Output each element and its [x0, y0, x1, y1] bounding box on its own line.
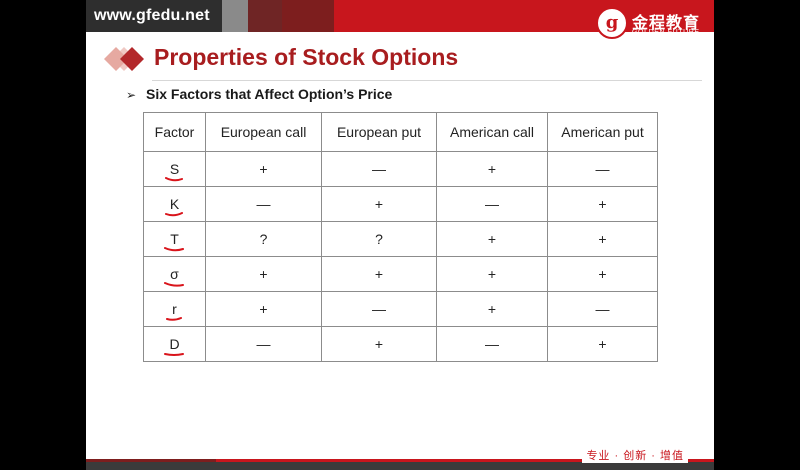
factor-symbol: K — [169, 196, 180, 212]
table-cell: + — [321, 256, 437, 292]
factor-cell: r — [143, 291, 206, 327]
table-cell: — — [436, 186, 548, 222]
banner-segment — [86, 0, 222, 32]
footer-slogan: 专业 · 创新 · 增值 — [582, 447, 688, 463]
title-divider — [152, 80, 702, 81]
table-cell: + — [205, 291, 322, 327]
table-row: S + — + — — [143, 151, 658, 187]
table-row: r + — + — — [143, 291, 658, 327]
table-cell: ? — [205, 221, 322, 257]
factor-symbol: D — [169, 336, 180, 352]
footer-accent-segment — [86, 459, 216, 462]
red-underline-icon — [164, 282, 184, 287]
factor-cell: K — [143, 186, 206, 222]
slide: www.gfedu.net g 金程教育 GOLDEN FUTURE Prope… — [86, 0, 714, 470]
bullet-arrow-icon: ➢ — [126, 88, 137, 102]
table-row: T ? ? + + — [143, 221, 658, 257]
column-header: American put — [547, 112, 658, 152]
table-cell: — — [436, 326, 548, 362]
table-cell: + — [436, 291, 548, 327]
column-header: Factor — [143, 112, 206, 152]
slide-title: Properties of Stock Options — [154, 44, 459, 70]
table-cell: — — [321, 291, 437, 327]
banner-segment — [282, 0, 334, 32]
factors-table: Factor European call European put Americ… — [143, 112, 658, 362]
factor-cell: σ — [143, 256, 206, 292]
table-cell: ? — [321, 221, 437, 257]
factor-cell: T — [143, 221, 206, 257]
footer-accent-line — [86, 459, 714, 462]
table-cell: + — [547, 221, 658, 257]
table-cell: + — [436, 221, 548, 257]
footer-bar — [86, 462, 714, 470]
logo-mark-icon: g — [596, 7, 628, 39]
top-banner: www.gfedu.net — [86, 0, 714, 32]
table-cell: + — [547, 256, 658, 292]
table-cell: + — [321, 326, 437, 362]
factor-symbol: σ — [170, 266, 179, 282]
banner-segment — [222, 0, 248, 32]
column-header: American call — [436, 112, 548, 152]
red-underline-icon — [165, 177, 183, 182]
logo-chinese-name: 金程教育 — [632, 15, 701, 32]
red-underline-icon — [166, 317, 182, 321]
table-cell: + — [321, 186, 437, 222]
table-cell: + — [547, 186, 658, 222]
factor-symbol: r — [172, 301, 177, 317]
red-underline-icon — [165, 212, 183, 217]
table-cell: — — [205, 326, 322, 362]
logo-english-name: GOLDEN FUTURE — [632, 29, 700, 36]
table-cell: — — [547, 151, 658, 187]
table-cell: + — [205, 151, 322, 187]
table-cell: — — [205, 186, 322, 222]
table-cell: + — [436, 256, 548, 292]
table-cell: + — [436, 151, 548, 187]
banner-segment — [334, 0, 714, 32]
table-row: D — + — + — [143, 326, 658, 362]
factor-symbol: T — [170, 231, 179, 247]
column-header: European put — [321, 112, 437, 152]
table-row: σ + + + + — [143, 256, 658, 292]
red-underline-icon — [164, 353, 184, 356]
title-diamonds-icon — [104, 47, 144, 71]
table-header-row: Factor European call European put Americ… — [143, 112, 658, 152]
site-url: www.gfedu.net — [94, 7, 210, 24]
red-underline-icon — [164, 247, 184, 252]
brand-logo: g 金程教育 GOLDEN FUTURE — [594, 4, 712, 48]
factor-symbol: S — [169, 161, 180, 177]
table-cell: — — [547, 291, 658, 327]
factor-cell: S — [143, 151, 206, 187]
table-row: K — + — + — [143, 186, 658, 222]
table-cell: + — [547, 326, 658, 362]
column-header: European call — [205, 112, 322, 152]
bullet-point: ➢ Six Factors that Affect Option’s Price — [126, 86, 392, 102]
banner-segment — [248, 0, 282, 32]
table-cell: + — [205, 256, 322, 292]
table-cell: — — [321, 151, 437, 187]
bullet-text: Six Factors that Affect Option’s Price — [146, 86, 393, 102]
factor-cell: D — [143, 326, 206, 362]
